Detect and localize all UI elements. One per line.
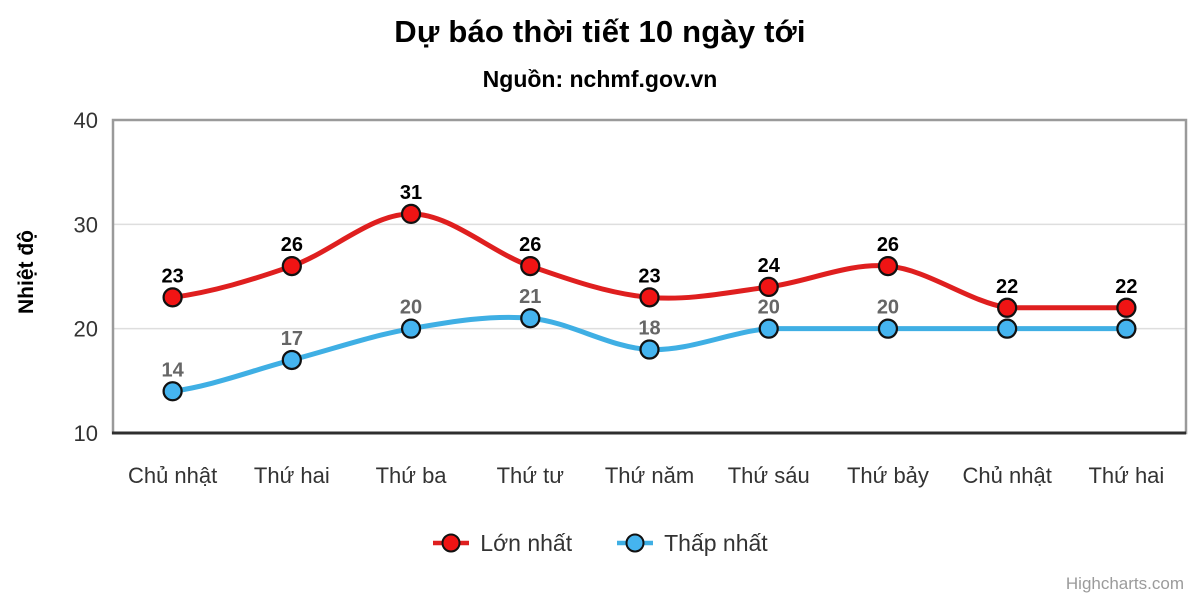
data-point-marker[interactable] <box>162 287 183 308</box>
data-point-marker[interactable] <box>877 318 899 339</box>
data-point-marker[interactable] <box>997 318 1018 339</box>
y-tick-label: 20 <box>74 317 98 342</box>
data-label: 20 <box>400 297 422 319</box>
data-point-marker[interactable] <box>639 339 660 360</box>
data-label: 22 <box>996 276 1018 298</box>
x-category-label: Thứ hai <box>1088 463 1164 488</box>
x-category-label: Thứ tư <box>497 463 565 488</box>
x-category-label: Thứ năm <box>605 463 694 488</box>
x-category-label: Thứ sáu <box>728 463 810 488</box>
data-label: 24 <box>758 255 781 277</box>
x-category-label: Chủ nhật <box>128 463 217 488</box>
data-label: 21 <box>519 286 541 308</box>
data-point-marker[interactable] <box>281 255 302 277</box>
legend-item[interactable]: Thấp nhất <box>616 530 768 557</box>
data-point-marker[interactable] <box>520 308 541 329</box>
data-point-marker[interactable] <box>281 349 302 371</box>
legend-marker-dot <box>441 533 461 553</box>
legend-item[interactable]: Lớn nhất <box>432 530 572 557</box>
data-label: 20 <box>758 297 780 319</box>
x-category-label: Thứ hai <box>254 463 330 488</box>
data-label: 17 <box>281 328 303 350</box>
data-label: 31 <box>400 182 422 204</box>
data-label: 18 <box>638 318 660 340</box>
data-label: 26 <box>281 234 303 256</box>
data-point-marker[interactable] <box>997 297 1018 318</box>
data-point-marker[interactable] <box>758 276 779 298</box>
data-point-marker[interactable] <box>1116 297 1137 318</box>
data-label: 22 <box>1115 276 1137 298</box>
legend-item-label: Thấp nhất <box>664 529 768 556</box>
chart-subtitle: Nguồn: nchmf.gov.vn <box>482 66 718 92</box>
data-point-marker[interactable] <box>162 381 183 402</box>
x-category-label: Thứ bảy <box>847 463 929 488</box>
data-point-marker[interactable] <box>400 203 422 225</box>
data-label: 20 <box>877 297 899 319</box>
data-point-marker[interactable] <box>758 318 779 339</box>
data-point-marker[interactable] <box>639 287 660 308</box>
legend-marker-icon <box>617 533 654 553</box>
legend-marker-icon <box>433 533 470 553</box>
data-point-marker[interactable] <box>877 255 899 277</box>
data-point-marker[interactable] <box>400 318 422 339</box>
legend-marker-dot <box>625 533 645 553</box>
y-tick-label: 40 <box>74 108 98 133</box>
data-point-marker[interactable] <box>1116 318 1137 339</box>
x-category-label: Chủ nhật <box>963 463 1052 488</box>
y-tick-label: 30 <box>74 212 98 237</box>
data-label: 14 <box>161 359 184 381</box>
y-tick-label: 10 <box>74 421 98 446</box>
chart-title: Dự báo thời tiết 10 ngày tới <box>394 14 806 49</box>
data-label: 23 <box>161 265 183 287</box>
data-point-marker[interactable] <box>520 255 541 277</box>
data-label: 23 <box>638 265 660 287</box>
legend-item-label: Lớn nhất <box>480 529 573 556</box>
highcharts-credit-link[interactable]: Highcharts.com <box>1065 574 1184 593</box>
data-label: 26 <box>877 234 899 256</box>
x-category-label: Thứ ba <box>376 463 448 488</box>
legend: Lớn nhất Thấp nhất <box>0 524 1200 562</box>
data-label: 26 <box>519 234 541 256</box>
